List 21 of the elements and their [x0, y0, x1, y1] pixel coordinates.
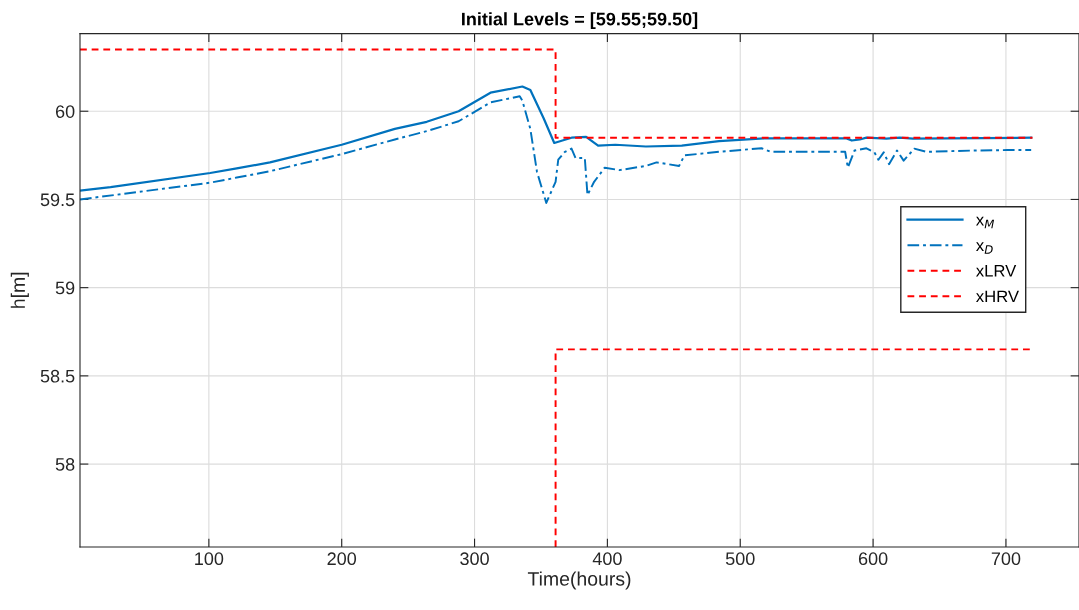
x-tick-label: 100	[195, 552, 224, 566]
x-tick-label: 200	[327, 552, 357, 566]
y-tick-label: 60	[55, 105, 75, 118]
y-tick-label: 58	[55, 458, 75, 471]
legend-label: x$_{M}$	[976, 216, 995, 229]
line-series	[80, 95, 1033, 204]
x-tick-label: 700	[991, 552, 1021, 566]
y-axis-title: h[m]	[10, 272, 29, 308]
legend-label: xHRV	[976, 290, 1019, 303]
line-series	[80, 85, 1033, 192]
y-tick-label: 59	[55, 281, 75, 295]
legend-label: x$_{D}$	[976, 242, 993, 254]
chart-title: Initial Levels = [59.55;59.50]	[462, 12, 698, 30]
x-axis-title: Time(hours)	[527, 571, 631, 590]
x-tick-label: 400	[592, 552, 622, 566]
x-tick-label: 500	[725, 552, 755, 566]
y-tick-label: 58.5	[40, 369, 75, 383]
legend-label: xLRV	[976, 265, 1017, 277]
y-tick-label: 59.5	[40, 193, 75, 207]
x-tick-label: 600	[858, 552, 888, 566]
x-tick-label: 300	[460, 552, 489, 566]
